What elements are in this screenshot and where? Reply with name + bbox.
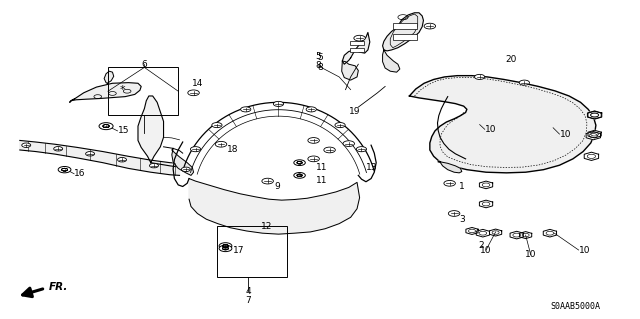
Polygon shape <box>466 227 478 234</box>
Circle shape <box>308 156 319 162</box>
Circle shape <box>215 141 227 147</box>
Text: 5: 5 <box>316 52 321 62</box>
Circle shape <box>191 147 201 152</box>
Polygon shape <box>588 111 601 119</box>
Text: 16: 16 <box>74 169 86 178</box>
Text: 8: 8 <box>316 61 321 70</box>
Circle shape <box>118 158 127 162</box>
Text: 15: 15 <box>118 126 129 135</box>
Polygon shape <box>543 229 557 237</box>
Polygon shape <box>584 152 598 160</box>
Bar <box>350 48 364 51</box>
Text: 6: 6 <box>141 60 147 69</box>
Bar <box>216 226 287 277</box>
Text: 14: 14 <box>192 79 204 88</box>
Polygon shape <box>189 179 360 234</box>
Text: FR.: FR. <box>49 282 68 292</box>
Text: 19: 19 <box>349 108 360 116</box>
Circle shape <box>58 167 71 173</box>
Text: 4: 4 <box>246 287 252 296</box>
Circle shape <box>181 167 190 172</box>
Circle shape <box>99 123 113 130</box>
Circle shape <box>22 143 31 147</box>
Circle shape <box>306 107 316 112</box>
Text: *: * <box>119 85 125 95</box>
Polygon shape <box>138 96 164 163</box>
Circle shape <box>294 173 305 178</box>
Circle shape <box>241 107 251 112</box>
Polygon shape <box>586 131 600 140</box>
Circle shape <box>519 80 529 85</box>
Circle shape <box>308 137 319 143</box>
Polygon shape <box>383 50 400 72</box>
Circle shape <box>294 160 305 166</box>
Circle shape <box>343 141 355 146</box>
Text: 11: 11 <box>316 176 327 185</box>
Polygon shape <box>588 111 602 119</box>
Text: 10: 10 <box>484 125 496 134</box>
Bar <box>350 41 364 45</box>
Polygon shape <box>342 33 370 64</box>
Text: 7: 7 <box>246 296 252 305</box>
Polygon shape <box>438 161 462 173</box>
Polygon shape <box>410 76 596 173</box>
Text: 17: 17 <box>232 246 244 255</box>
Polygon shape <box>172 148 193 175</box>
Circle shape <box>150 163 159 168</box>
Circle shape <box>212 122 222 128</box>
Circle shape <box>335 122 345 128</box>
Text: 8: 8 <box>317 63 323 72</box>
Text: 10: 10 <box>559 130 571 138</box>
Bar <box>108 67 178 115</box>
Circle shape <box>262 178 273 184</box>
Circle shape <box>324 147 335 153</box>
Circle shape <box>86 152 95 156</box>
Text: 9: 9 <box>274 182 280 191</box>
Polygon shape <box>490 229 502 236</box>
Text: 13: 13 <box>366 163 378 172</box>
Text: 20: 20 <box>505 55 516 64</box>
Polygon shape <box>20 140 179 175</box>
Bar <box>393 34 417 41</box>
Circle shape <box>474 74 484 79</box>
Polygon shape <box>70 83 141 102</box>
Text: 5: 5 <box>317 53 323 62</box>
Text: 18: 18 <box>227 145 239 154</box>
Text: 12: 12 <box>261 222 273 231</box>
Text: 1: 1 <box>460 182 465 191</box>
Circle shape <box>273 101 284 107</box>
Text: 3: 3 <box>460 215 465 224</box>
Text: 11: 11 <box>316 163 327 172</box>
Text: 10: 10 <box>525 250 536 259</box>
Circle shape <box>54 146 63 151</box>
Circle shape <box>444 181 456 186</box>
Bar <box>393 23 417 29</box>
Polygon shape <box>476 229 490 237</box>
Circle shape <box>424 23 436 29</box>
Polygon shape <box>342 61 358 80</box>
Polygon shape <box>510 231 524 239</box>
Circle shape <box>219 243 232 249</box>
Circle shape <box>449 211 460 216</box>
Text: 10: 10 <box>480 246 492 255</box>
Polygon shape <box>104 71 114 83</box>
Circle shape <box>188 90 199 96</box>
Text: 2: 2 <box>478 241 484 250</box>
Text: 10: 10 <box>579 246 590 255</box>
Polygon shape <box>479 200 493 208</box>
Circle shape <box>219 245 232 252</box>
Polygon shape <box>588 130 601 138</box>
Polygon shape <box>383 13 424 51</box>
Circle shape <box>356 147 367 152</box>
Text: S0AAB5000A: S0AAB5000A <box>550 302 600 311</box>
Polygon shape <box>520 232 532 239</box>
Circle shape <box>354 35 365 41</box>
Polygon shape <box>479 181 493 189</box>
